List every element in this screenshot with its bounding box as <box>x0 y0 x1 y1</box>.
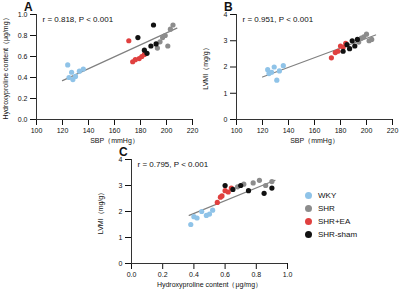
svg-text:140: 140 <box>83 127 95 134</box>
svg-text:0: 0 <box>224 116 228 123</box>
svg-text:120: 120 <box>257 127 269 134</box>
svg-text:120: 120 <box>57 127 69 134</box>
svg-text:200: 200 <box>361 127 373 134</box>
svg-text:1: 1 <box>119 234 123 241</box>
svg-text:3: 3 <box>224 37 228 44</box>
svg-text:0.4: 0.4 <box>18 74 28 81</box>
svg-text:0.0: 0.0 <box>18 116 28 123</box>
svg-text:0.6: 0.6 <box>18 53 28 60</box>
svg-text:200: 200 <box>161 127 173 134</box>
svg-text:3: 3 <box>119 182 123 189</box>
svg-text:0.8: 0.8 <box>251 271 261 278</box>
svg-text:r = 0.818, P < 0.001: r = 0.818, P < 0.001 <box>43 15 114 24</box>
svg-text:0.6: 0.6 <box>220 271 230 278</box>
svg-text:Hydroxyproline content（μg/mg）: Hydroxyproline content（μg/mg） <box>2 14 10 119</box>
svg-text:180: 180 <box>135 127 147 134</box>
svg-text:160: 160 <box>309 127 321 134</box>
svg-text:0.2: 0.2 <box>158 271 168 278</box>
svg-text:1: 1 <box>224 89 228 96</box>
svg-text:LVMI（mg/g）: LVMI（mg/g） <box>97 189 105 234</box>
svg-text:160: 160 <box>109 127 121 134</box>
svg-text:SBP（mmHg）: SBP（mmHg） <box>90 137 139 145</box>
svg-text:220: 220 <box>387 127 399 134</box>
svg-text:Hydroxyproline content（μg/mg）: Hydroxyproline content（μg/mg） <box>157 281 262 289</box>
svg-text:r = 0.951, P < 0.001: r = 0.951, P < 0.001 <box>243 15 314 24</box>
svg-text:140: 140 <box>283 127 295 134</box>
svg-text:180: 180 <box>335 127 347 134</box>
svg-text:SBP（mmHg）: SBP（mmHg） <box>290 137 339 145</box>
svg-text:220: 220 <box>187 127 199 134</box>
svg-text:r = 0.795, P < 0.001: r = 0.795, P < 0.001 <box>138 160 209 169</box>
svg-text:0.0: 0.0 <box>127 271 137 278</box>
svg-text:0.4: 0.4 <box>189 271 199 278</box>
svg-text:0.8: 0.8 <box>18 32 28 39</box>
svg-text:0.2: 0.2 <box>18 95 28 102</box>
svg-text:2: 2 <box>119 208 123 215</box>
svg-text:1.0: 1.0 <box>283 271 293 278</box>
svg-text:2: 2 <box>224 63 228 70</box>
svg-text:100: 100 <box>31 127 43 134</box>
svg-text:100: 100 <box>231 127 243 134</box>
svg-text:0: 0 <box>119 260 123 267</box>
svg-text:LVMI（mg/g）: LVMI（mg/g） <box>202 44 210 89</box>
